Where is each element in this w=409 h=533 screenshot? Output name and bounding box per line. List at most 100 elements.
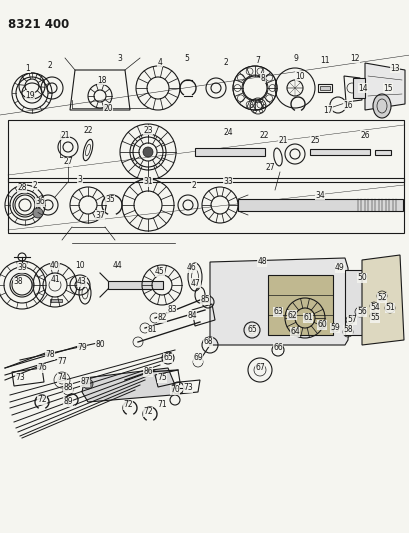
Text: 11: 11: [319, 55, 329, 64]
Text: 88: 88: [63, 384, 72, 392]
Text: 5: 5: [184, 53, 189, 62]
Text: 3: 3: [77, 175, 82, 184]
Text: 58: 58: [342, 326, 352, 335]
Text: 1: 1: [25, 63, 30, 72]
Text: 13: 13: [389, 63, 399, 72]
Bar: [237, 199, 402, 211]
Text: 77: 77: [57, 358, 67, 367]
Text: 2: 2: [47, 61, 52, 69]
Text: 39: 39: [17, 263, 27, 272]
Text: 33: 33: [222, 177, 232, 187]
Text: 73: 73: [15, 374, 25, 383]
Text: 21: 21: [278, 135, 287, 144]
Text: 57: 57: [346, 316, 356, 325]
Text: 22: 22: [258, 131, 268, 140]
Text: 85: 85: [200, 295, 209, 304]
Text: 26: 26: [360, 131, 369, 140]
Text: 60: 60: [316, 320, 326, 329]
Bar: [8, 178, 403, 233]
Text: 70: 70: [170, 385, 180, 394]
Text: 65: 65: [163, 353, 173, 362]
Text: 80: 80: [95, 341, 105, 350]
Text: 64: 64: [290, 327, 299, 336]
Polygon shape: [364, 63, 404, 110]
Text: 10: 10: [75, 261, 85, 270]
Text: 65: 65: [247, 326, 256, 335]
Text: 67: 67: [254, 364, 264, 373]
Text: 46: 46: [187, 263, 196, 272]
Text: 86: 86: [143, 367, 153, 376]
Text: 43: 43: [77, 278, 87, 287]
Text: 49: 49: [334, 263, 344, 272]
Text: 56: 56: [356, 308, 366, 317]
Bar: [319, 86, 329, 90]
Text: 38: 38: [13, 278, 23, 287]
Bar: [8, 120, 403, 182]
Text: 3: 3: [117, 53, 122, 62]
Text: 61: 61: [302, 313, 312, 322]
Circle shape: [143, 147, 153, 157]
Text: 36: 36: [35, 198, 45, 206]
Text: 27: 27: [63, 157, 73, 166]
Text: 15: 15: [382, 84, 392, 93]
Text: 19: 19: [25, 91, 35, 100]
Text: 8: 8: [260, 74, 265, 83]
Text: 2: 2: [223, 58, 228, 67]
Text: 59: 59: [329, 324, 339, 333]
Text: 27: 27: [265, 164, 274, 173]
Text: 50: 50: [356, 273, 366, 282]
Bar: [309, 149, 369, 155]
Text: 62: 62: [286, 311, 296, 319]
Text: 16: 16: [342, 101, 352, 109]
Text: 45: 45: [155, 268, 164, 277]
Text: 2: 2: [191, 181, 196, 190]
Text: 69: 69: [193, 353, 202, 362]
Text: 35: 35: [105, 196, 115, 205]
Text: 40: 40: [50, 261, 60, 270]
Text: 81: 81: [147, 326, 156, 335]
Text: 66: 66: [272, 343, 282, 352]
Bar: [195, 148, 264, 156]
Text: 24: 24: [222, 127, 232, 136]
Text: 52: 52: [376, 294, 386, 303]
Text: 14: 14: [357, 84, 367, 93]
Bar: [352, 78, 364, 98]
Text: 76: 76: [37, 364, 47, 373]
Text: 21: 21: [60, 131, 70, 140]
Text: 73: 73: [183, 384, 192, 392]
Text: 7: 7: [255, 55, 260, 64]
Circle shape: [33, 208, 43, 218]
Text: 89: 89: [63, 398, 73, 407]
Text: 12: 12: [349, 53, 359, 62]
Text: 48: 48: [256, 257, 266, 266]
Polygon shape: [82, 368, 175, 402]
Bar: [317, 84, 331, 92]
Text: 72: 72: [123, 400, 133, 409]
Text: 23: 23: [143, 125, 153, 134]
Text: 83: 83: [167, 305, 176, 314]
Circle shape: [83, 379, 93, 389]
Text: 17: 17: [322, 106, 332, 115]
Text: 87: 87: [80, 377, 90, 386]
Text: 18: 18: [97, 76, 106, 85]
Text: 10: 10: [294, 71, 304, 80]
Text: 44: 44: [113, 261, 123, 270]
Text: 75: 75: [157, 374, 166, 383]
Text: 25: 25: [310, 135, 319, 144]
Text: 47: 47: [191, 279, 200, 287]
Bar: [108, 281, 163, 289]
Text: 51: 51: [384, 303, 394, 312]
Text: 79: 79: [77, 343, 87, 352]
Text: 37: 37: [95, 211, 105, 220]
Text: 63: 63: [272, 308, 282, 317]
Text: 74: 74: [57, 374, 67, 383]
Text: 28: 28: [17, 183, 27, 192]
Text: 71: 71: [157, 400, 166, 409]
Text: 72: 72: [37, 395, 47, 405]
Text: 82: 82: [157, 313, 166, 322]
Text: 20: 20: [103, 103, 112, 112]
Text: 31: 31: [143, 177, 153, 187]
Text: 8321 400: 8321 400: [8, 18, 69, 31]
Bar: [267, 275, 332, 335]
Polygon shape: [209, 258, 349, 345]
